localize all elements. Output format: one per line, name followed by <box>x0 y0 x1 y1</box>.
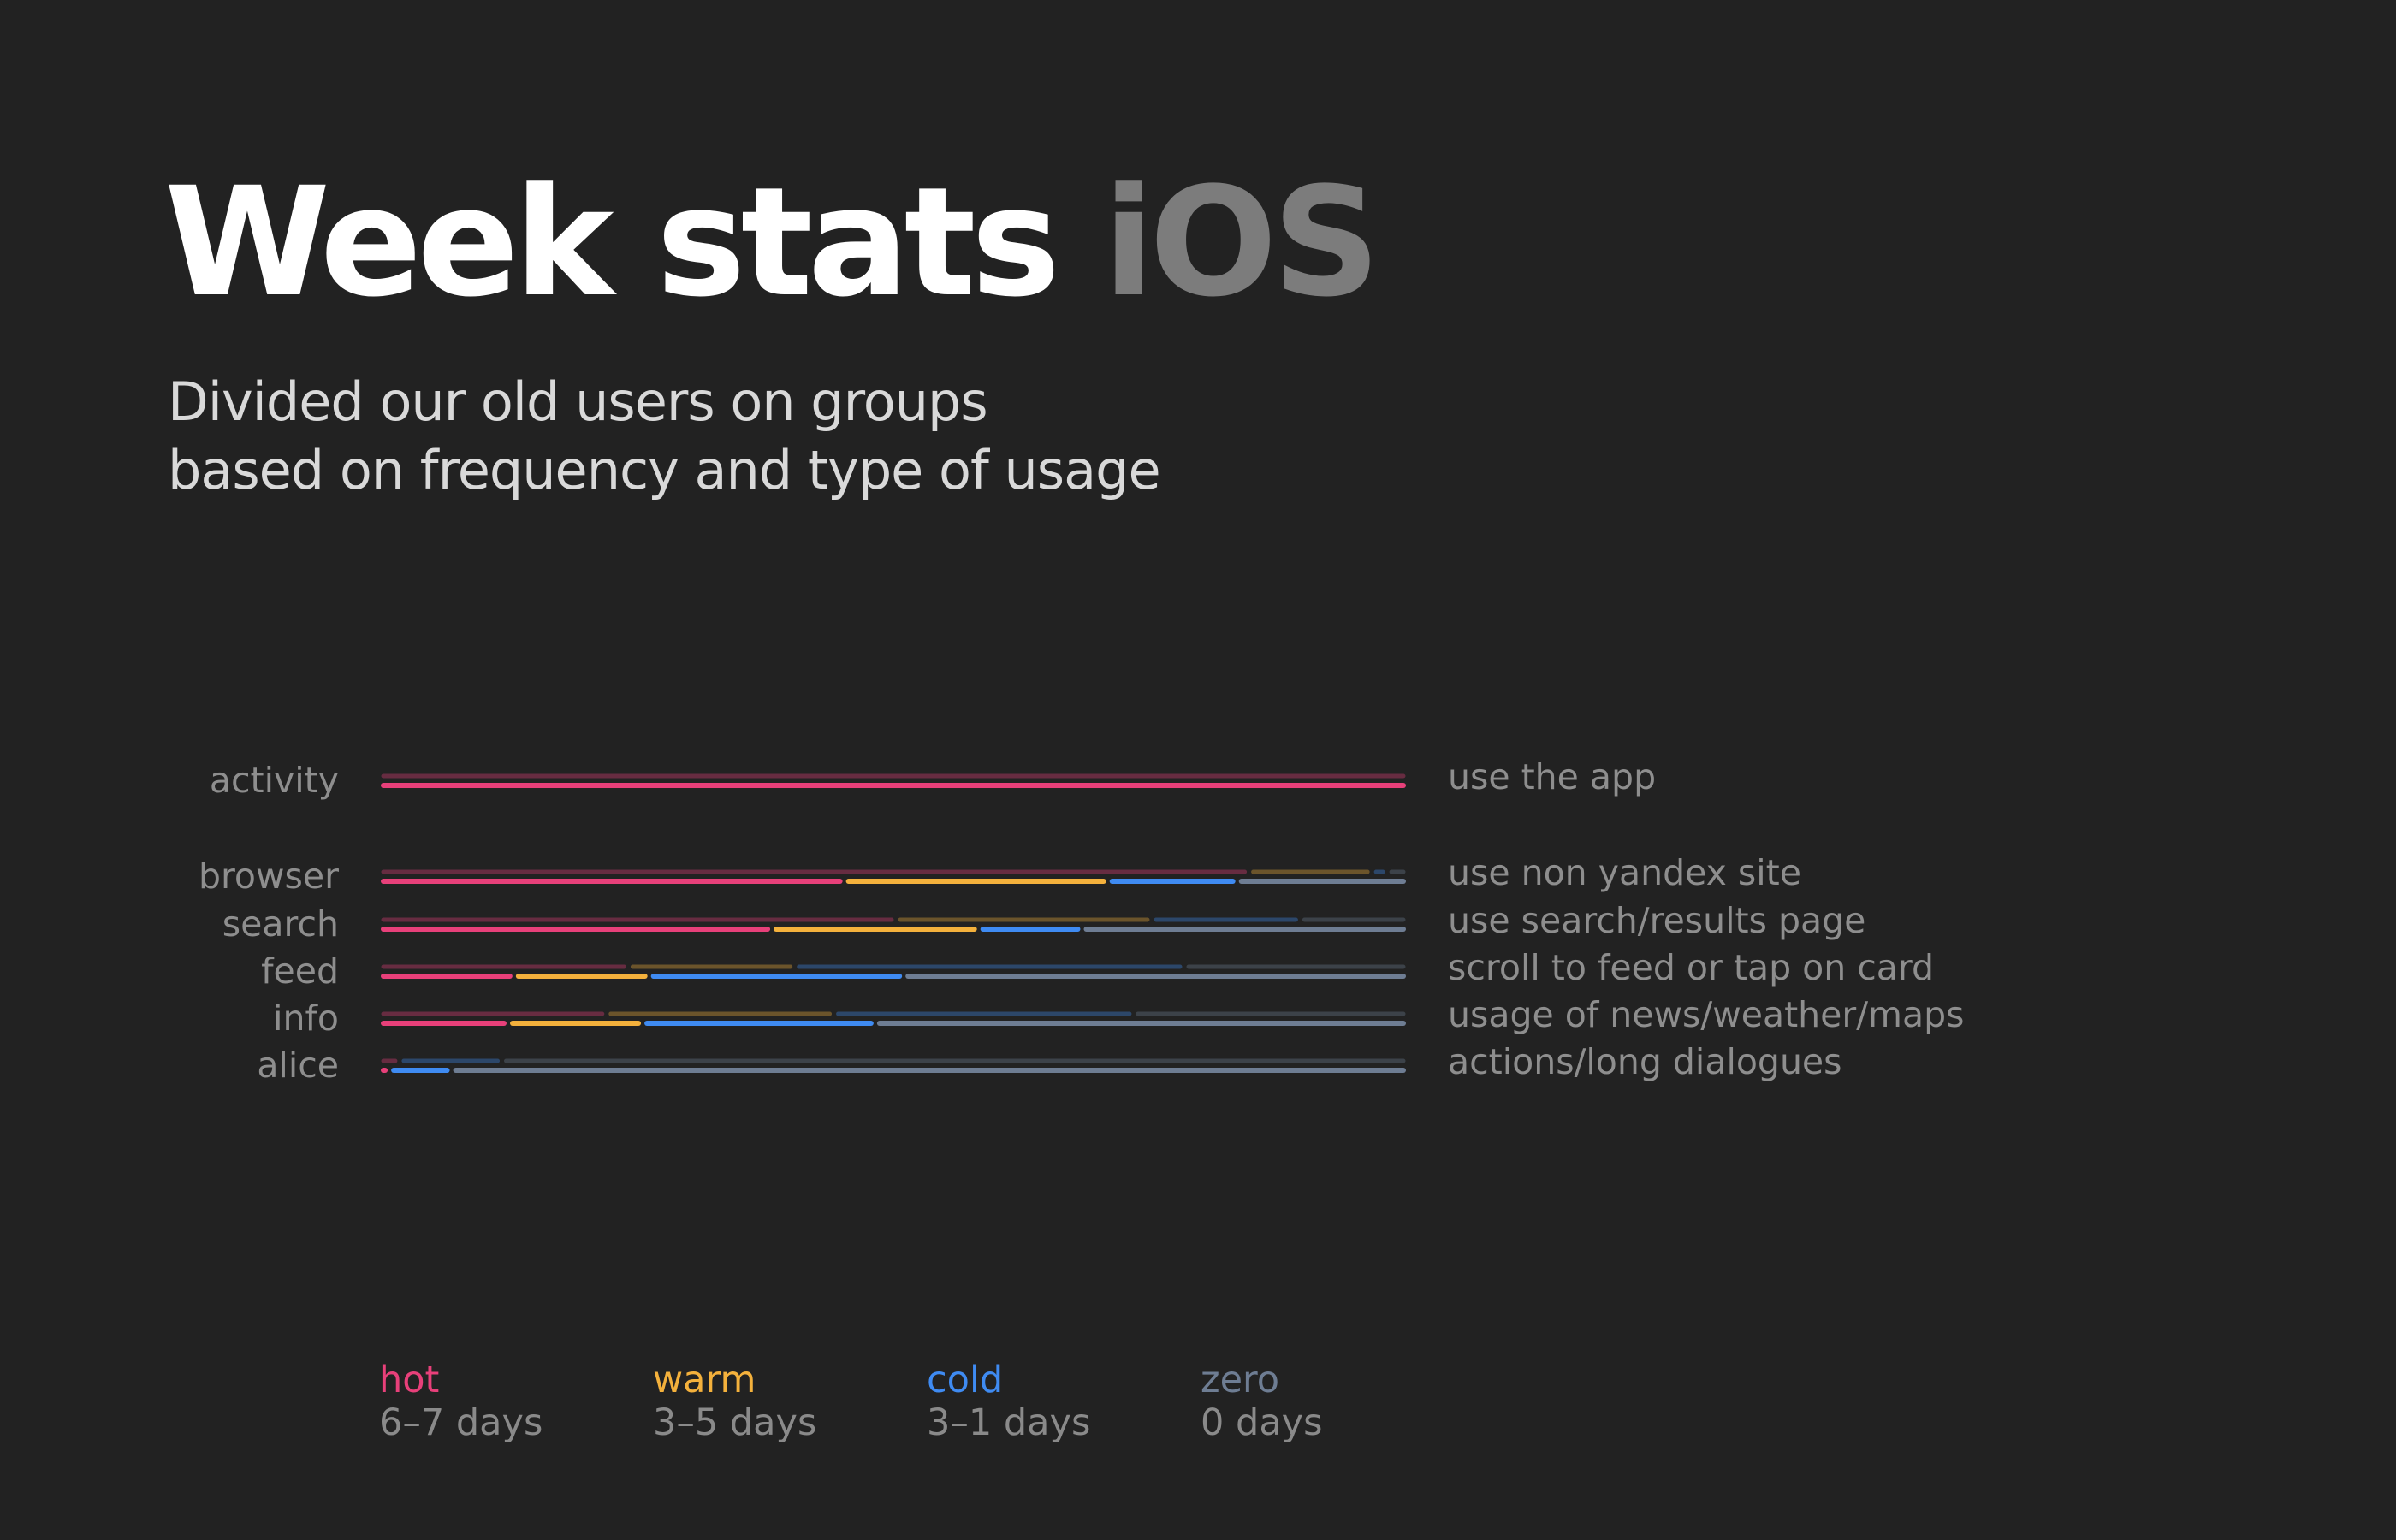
row-description-activity: use the app <box>1448 756 1656 797</box>
row-description-feed: scroll to feed or tap on card <box>1448 947 1934 988</box>
page-title-main: Week stats <box>164 155 1060 330</box>
legend-item-zero: zero 0 days <box>1201 1359 1323 1444</box>
page-subtitle: Divided our old users on groups based on… <box>168 368 1161 505</box>
legend-name-cold: cold <box>927 1359 1004 1401</box>
row-label-activity: activity <box>210 760 339 801</box>
row-description-info: usage of news/weather/maps <box>1448 994 1965 1035</box>
row-label-info: info <box>273 998 339 1039</box>
legend: hot 6–7 days warm 3–5 days cold 3–1 days zero 0… <box>0 1359 2396 1461</box>
legend-name-zero: zero <box>1201 1359 1280 1401</box>
subtitle-line-2: based on frequency and type of usage <box>168 439 1161 501</box>
legend-item-cold: cold 3–1 days <box>927 1359 1090 1444</box>
page-title: Week stats iOS <box>164 168 1380 318</box>
row-description-browser: use non yandex site <box>1448 852 1801 893</box>
legend-item-hot: hot 6–7 days <box>379 1359 543 1444</box>
legend-days-hot: 6–7 days <box>379 1401 543 1444</box>
row-description-alice: actions/long dialogues <box>1448 1041 1842 1082</box>
row-label-search: search <box>222 903 339 945</box>
page-title-platform: iOS <box>1102 155 1381 330</box>
subtitle-line-1: Divided our old users on groups <box>168 370 988 433</box>
row-label-feed: feed <box>261 951 339 992</box>
row-description-search: use search/results page <box>1448 900 1865 941</box>
row-label-browser: browser <box>199 856 339 897</box>
row-label-alice: alice <box>257 1045 339 1086</box>
legend-days-warm: 3–5 days <box>653 1401 817 1444</box>
legend-days-zero: 0 days <box>1201 1401 1323 1444</box>
legend-days-cold: 3–1 days <box>927 1401 1091 1444</box>
legend-name-warm: warm <box>653 1359 756 1401</box>
legend-item-warm: warm 3–5 days <box>653 1359 816 1444</box>
legend-name-hot: hot <box>379 1359 440 1401</box>
